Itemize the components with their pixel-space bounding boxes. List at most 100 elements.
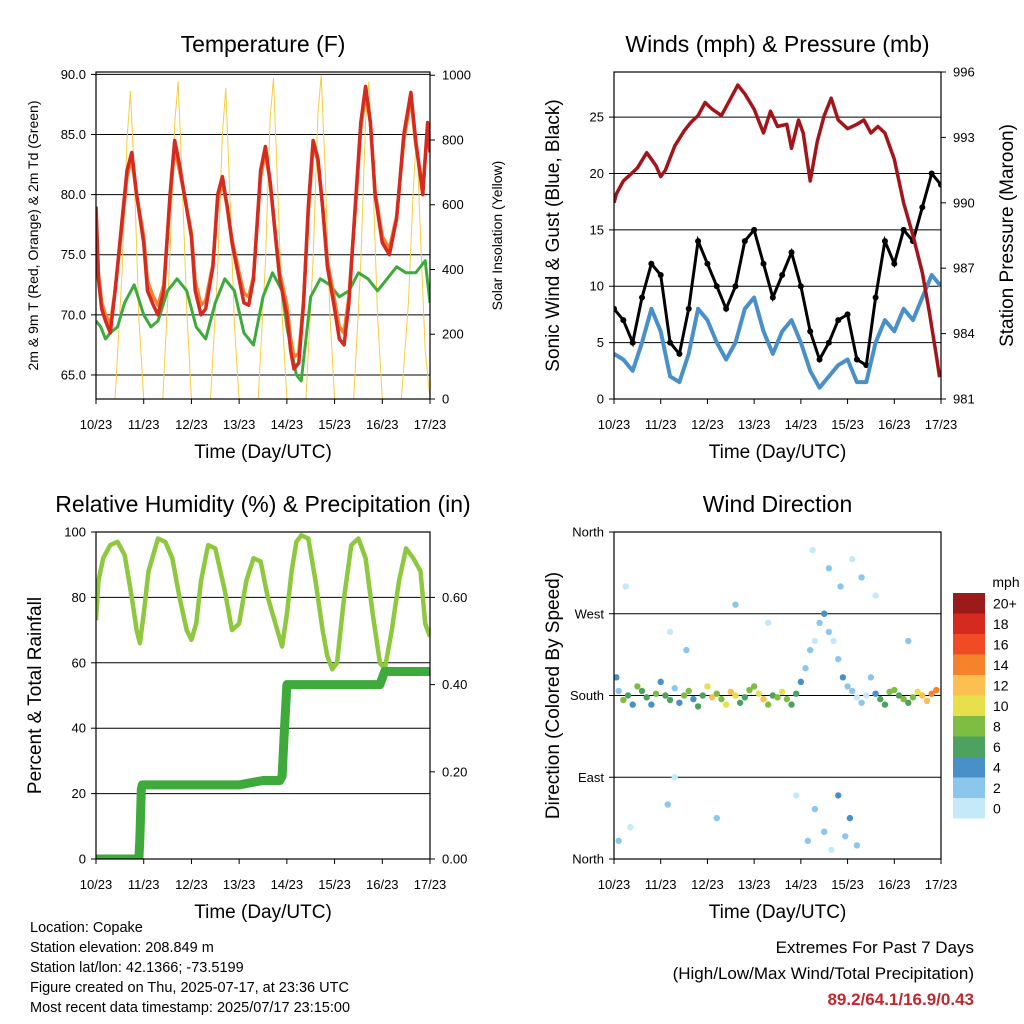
- direction-point: [842, 833, 849, 840]
- gust-point: [620, 317, 627, 324]
- x-tick-label: 15/23: [831, 877, 864, 892]
- x-tick-label: 11/23: [128, 877, 160, 892]
- colorbar-swatch: [953, 716, 985, 737]
- direction-point: [792, 792, 800, 799]
- direction-point: [671, 685, 678, 692]
- y-tick-label: 90.0: [61, 67, 86, 82]
- direction-point: [792, 690, 800, 697]
- direction-point: [895, 692, 903, 699]
- direction-point: [877, 695, 884, 703]
- gust-point: [723, 305, 730, 312]
- y-tick-label: 10: [590, 279, 604, 294]
- direction-point: [849, 687, 856, 695]
- gust-point: [639, 294, 646, 301]
- direction-point: [858, 574, 865, 581]
- elevation-text: Station elevation: 208.849 m: [30, 940, 214, 956]
- x-tick-label: 15/23: [318, 877, 351, 892]
- direction-point: [736, 699, 744, 706]
- y2-tick-label: 600: [442, 197, 464, 212]
- direction-point: [811, 805, 819, 813]
- y-tick-label: South: [570, 688, 604, 703]
- direction-point: [909, 694, 917, 701]
- colorbar-label: 0: [993, 800, 1001, 816]
- x-tick-label: 17/23: [925, 877, 958, 892]
- speed-colorbar: mph 20+ 18 16 14 12 10 8 6 4 2 0: [953, 574, 1020, 819]
- direction-point: [680, 692, 688, 699]
- x-tick-label: 10/23: [598, 417, 631, 432]
- direction-point: [662, 692, 669, 699]
- gust-point: [732, 283, 739, 290]
- colorbar-unit: mph: [992, 574, 1019, 590]
- plot-area: [614, 83, 941, 390]
- extremes-heading: Extremes For Past 7 Days: [775, 938, 974, 957]
- y2-tick-label: 800: [442, 132, 464, 147]
- direction-point: [788, 701, 795, 708]
- colorbar-swatch: [953, 777, 985, 798]
- x-tick-label: 16/23: [366, 877, 399, 892]
- direction-point: [732, 692, 739, 699]
- direction-point: [809, 546, 816, 554]
- gust-point: [685, 305, 692, 312]
- colorbar-swatch: [953, 593, 985, 614]
- x-tick-label: 11/23: [645, 417, 677, 432]
- gust-point: [760, 260, 767, 267]
- direction-point: [804, 837, 812, 845]
- direction-point: [867, 674, 875, 681]
- chart-title: Winds (mph) & Pressure (mb): [625, 31, 929, 57]
- y-tick-label: North: [572, 525, 604, 540]
- colorbar-swatch: [953, 675, 985, 696]
- colorbar-label: 20+: [993, 595, 1017, 611]
- gust-point: [825, 339, 832, 346]
- direction-point: [839, 674, 847, 681]
- series-2m-dewpoint: [96, 259, 430, 383]
- direction-point: [923, 697, 931, 705]
- direction-point: [741, 694, 748, 701]
- colorbar-label: 8: [993, 718, 1001, 734]
- gust-point: [900, 226, 907, 233]
- direction-point: [821, 828, 828, 835]
- direction-point: [764, 619, 772, 627]
- gust-point: [788, 249, 795, 256]
- plot-area: [614, 546, 940, 854]
- direction-point: [764, 701, 772, 708]
- gust-point: [797, 283, 804, 290]
- extremes-subheading: (High/Low/Max Wind/Total Precipitation): [672, 964, 974, 983]
- y2-tick-label: 0.00: [442, 852, 467, 867]
- gust-point: [629, 339, 636, 346]
- chart-panel-2: Relative Humidity (%) & Precipitation (i…: [25, 491, 471, 923]
- gust-point: [919, 204, 926, 211]
- direction-point: [872, 690, 879, 697]
- station-info: Location: Copake Station elevation: 208.…: [30, 918, 350, 1018]
- y-tick-label: 85.0: [61, 127, 86, 142]
- direction-point: [638, 687, 646, 695]
- y2-tick-label: 984: [953, 326, 975, 341]
- plot-frame: [613, 531, 942, 860]
- y-axis-label: 2m & 9m T (Red, Orange) & 2m Td (Green): [25, 101, 41, 371]
- direction-point: [835, 792, 842, 799]
- x-tick-label: 10/23: [80, 877, 113, 892]
- gust-point: [938, 181, 941, 188]
- created-text: Figure created on Thu, 2025-07-17, at 23…: [30, 980, 349, 996]
- y-tick-label: 40: [72, 721, 86, 736]
- direction-point: [615, 687, 622, 695]
- gust-point: [704, 260, 711, 267]
- direction-point: [634, 683, 641, 690]
- direction-point: [891, 686, 898, 694]
- direction-point: [622, 583, 629, 590]
- x-tick-label: 17/23: [414, 877, 447, 892]
- series-pressure: [614, 83, 941, 378]
- colorbar-swatch: [953, 634, 985, 655]
- x-tick-label: 14/23: [271, 877, 304, 892]
- plot-frame: [613, 71, 942, 400]
- series-gust: [614, 170, 941, 368]
- x-tick-label: 17/23: [925, 417, 958, 432]
- plot-area: [96, 533, 430, 859]
- x-tick-label: 13/23: [223, 417, 256, 432]
- direction-point: [704, 683, 711, 690]
- x-tick-label: 13/23: [738, 877, 771, 892]
- x-tick-label: 17/23: [414, 417, 447, 432]
- direction-point: [694, 703, 702, 710]
- colorbar-swatch: [953, 613, 985, 634]
- chart-panel-0: Temperature (F) Time (Day/UTC) 2m & 9m T (…: [25, 31, 505, 463]
- series-total-precipitation: [96, 667, 430, 859]
